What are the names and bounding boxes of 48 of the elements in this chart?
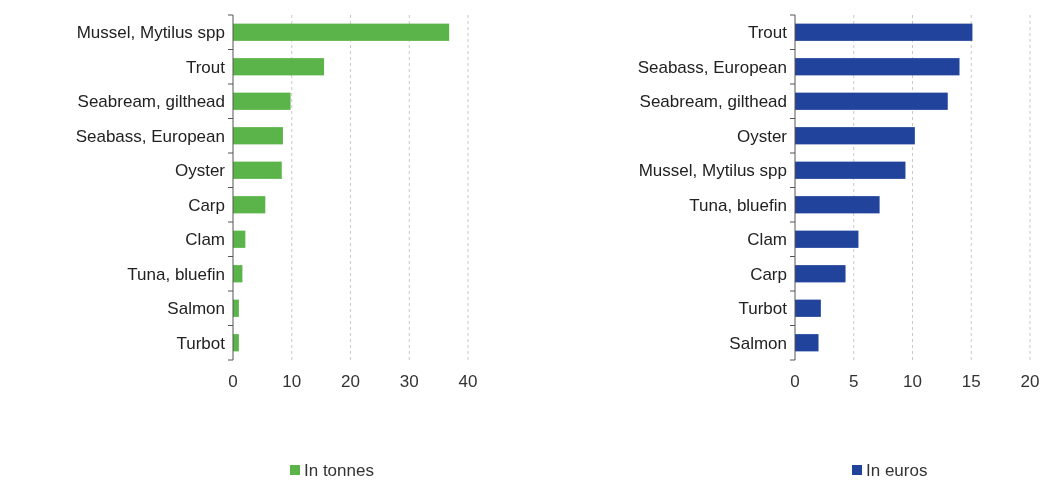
x-tick-label: 10 [282,372,302,391]
bar [795,230,859,248]
x-tick-label: 20 [341,372,360,391]
y-tick-label: Oyster [736,126,788,146]
x-tick-label: 20 [1020,372,1040,391]
y-tick-label: Tuna, bluefin [689,195,787,215]
bar [795,23,973,41]
bar [233,92,291,110]
bar [795,334,819,352]
bar [795,127,915,145]
y-tick-label: Mussel, Mytilus spp [76,23,225,43]
x-tick-label: 10 [903,372,922,391]
bar [233,196,266,214]
bar [795,92,948,110]
x-tick-label: 0 [790,372,800,391]
y-tick-label: Clam [747,230,787,250]
y-tick-label: Trout [747,23,788,43]
y-tick-label: Turbot [738,299,788,319]
y-tick-label: Clam [185,230,225,250]
y-tick-label: Mussel, Mytilus spp [638,161,787,181]
bar [795,299,821,317]
x-tick-label: 40 [458,372,478,391]
bar [795,58,960,76]
bar [795,196,880,214]
y-tick-label: Tuna, bluefin [127,264,225,284]
y-tick-label: Seabream, gilthead [639,92,787,112]
bar [795,265,846,283]
y-tick-label: Salmon [167,299,225,319]
y-tick-label: Trout [185,57,226,77]
y-tick-label: Salmon [729,333,787,353]
y-tick-label: Seabass, European [75,126,225,146]
x-tick-label: 30 [399,372,419,391]
y-tick-label: Seabass, European [637,57,787,77]
y-tick-label: Oyster [174,161,226,181]
bar [233,161,282,179]
x-tick-label: 15 [961,372,981,391]
y-tick-label: Carp [750,264,787,284]
bar [233,23,450,41]
bar [233,127,283,145]
bar [233,58,325,76]
x-tick-label: 0 [228,372,238,391]
y-tick-label: Turbot [176,333,226,353]
legend-label: In euros [866,460,928,480]
y-tick-label: Seabream, gilthead [77,92,225,112]
y-tick-label: Carp [188,195,225,215]
x-tick-label: 5 [849,372,859,391]
legend-label: In tonnes [304,460,374,480]
bar [795,161,906,179]
